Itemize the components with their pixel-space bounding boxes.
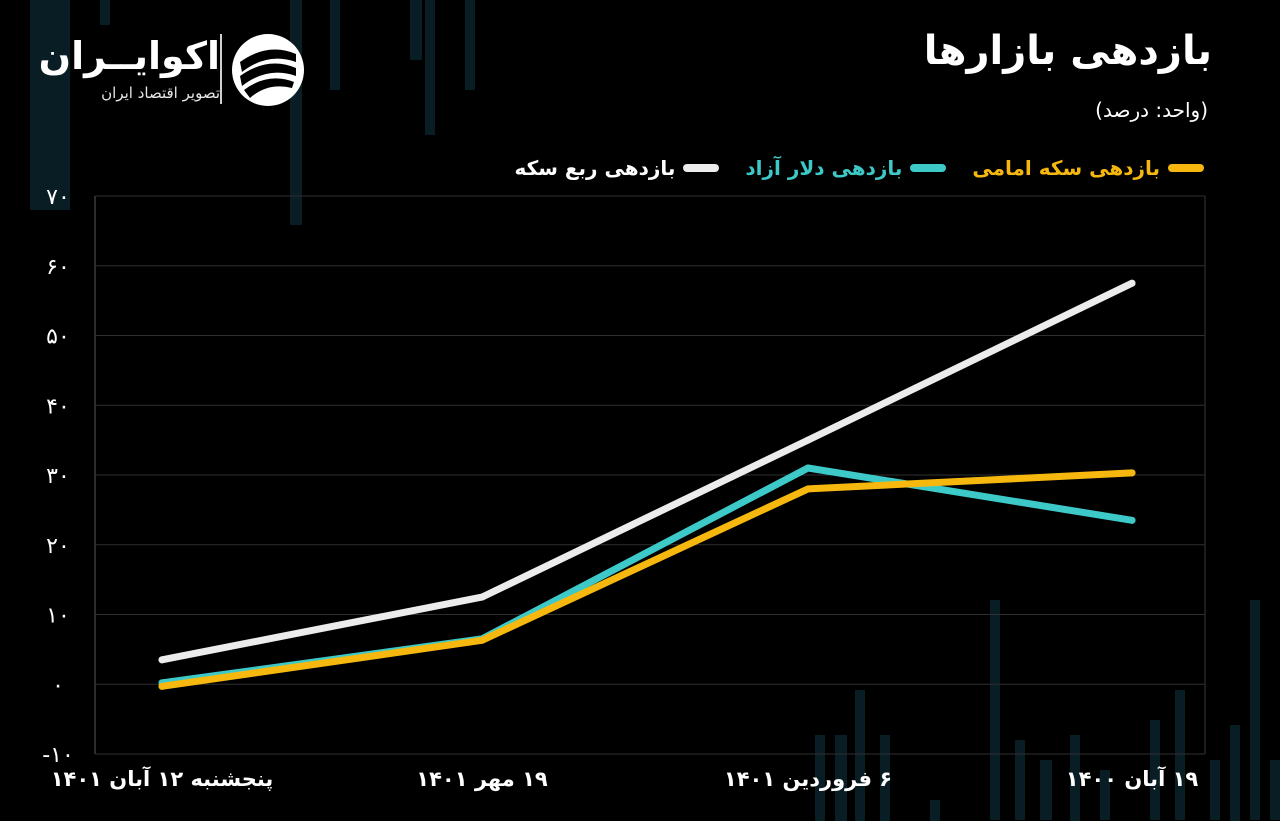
legend-item-quarter-coin: بازدهی ربع سکه (514, 156, 720, 180)
bg-bar (1070, 735, 1080, 821)
data-point (804, 464, 812, 472)
y-tick-label: ۴۰ (46, 394, 70, 419)
brand-logo: اکوایــران تصویر اقتصاد ایران (39, 30, 320, 110)
data-point (1128, 516, 1136, 524)
legend-item-gold-coin: بازدهی سکه امامی (972, 156, 1204, 180)
y-tick-label: ۳۰ (46, 464, 70, 489)
data-point (158, 682, 166, 690)
brand-tagline: تصویر اقتصاد ایران (101, 84, 220, 102)
y-tick-label: ۷۰ (46, 185, 70, 210)
bg-bar (1100, 770, 1110, 820)
bg-bar (1040, 760, 1052, 820)
x-tick-label: ۶ فروردین ۱۴۰۱ (724, 767, 892, 791)
bg-bar (330, 0, 340, 90)
bg-bar (815, 735, 825, 821)
legend-label-quarter-coin: بازدهی ربع سکه (514, 156, 676, 180)
y-tick-label: ۱۰ (46, 604, 70, 629)
bg-bar (100, 0, 110, 25)
data-point (1128, 469, 1136, 477)
data-point (804, 436, 812, 444)
ecoiran-logo-icon (232, 34, 304, 106)
chart-title: بازدهی بازارها (923, 28, 1212, 74)
y-tick-label: ۵۰ (46, 325, 70, 350)
logo-divider (220, 34, 222, 104)
y-tick-label: ۶۰ (46, 255, 70, 280)
y-tick-label: ۰ (52, 673, 64, 698)
bg-bar (1270, 760, 1280, 820)
legend-item-dollar: بازدهی دلار آزاد (745, 156, 947, 180)
chart-legend: بازدهی سکه امامی بازدهی دلار آزاد بازدهی… (514, 156, 1204, 180)
bg-bar (1230, 725, 1240, 821)
series-line-gold-coin (158, 469, 1136, 690)
bg-bar (855, 690, 865, 821)
legend-swatch-dollar (910, 164, 947, 172)
bg-bar (880, 735, 890, 821)
data-point (158, 656, 166, 664)
series-line-dollar (158, 464, 1136, 687)
bg-bar (990, 600, 1000, 820)
y-tick-label: ۲۰ (46, 534, 70, 559)
brand-name: اکوایــران (38, 34, 220, 78)
chart-unit: (واحد: درصد) (1095, 98, 1208, 122)
y-tick-label: -۱۰ (42, 743, 74, 768)
legend-swatch-quarter-coin (683, 164, 720, 172)
bg-bar (30, 0, 70, 210)
bg-bar (465, 0, 475, 90)
bg-bar (1175, 690, 1185, 820)
bg-bar (835, 735, 847, 821)
bg-bar (425, 0, 435, 135)
data-point (804, 485, 812, 493)
bg-bar (410, 0, 422, 60)
bg-bar (1210, 760, 1220, 820)
bg-bar (1250, 600, 1260, 820)
data-point (478, 593, 486, 601)
x-tick-label: ۱۹ مهر ۱۴۰۱ (416, 767, 548, 791)
bg-bar (1015, 740, 1025, 820)
data-point (1128, 279, 1136, 287)
legend-label-gold-coin: بازدهی سکه امامی (972, 156, 1160, 180)
legend-label-dollar: بازدهی دلار آزاد (745, 156, 903, 180)
bg-bar (930, 800, 940, 821)
bg-bar (1150, 720, 1160, 820)
series-line-quarter-coin (158, 279, 1136, 664)
data-point (478, 636, 486, 644)
legend-swatch-gold-coin (1168, 164, 1204, 172)
x-tick-label: پنجشنبه ۱۲ آبان ۱۴۰۱ (51, 766, 274, 791)
x-tick-label: ۱۹ آبان ۱۴۰۰ (1066, 766, 1199, 791)
